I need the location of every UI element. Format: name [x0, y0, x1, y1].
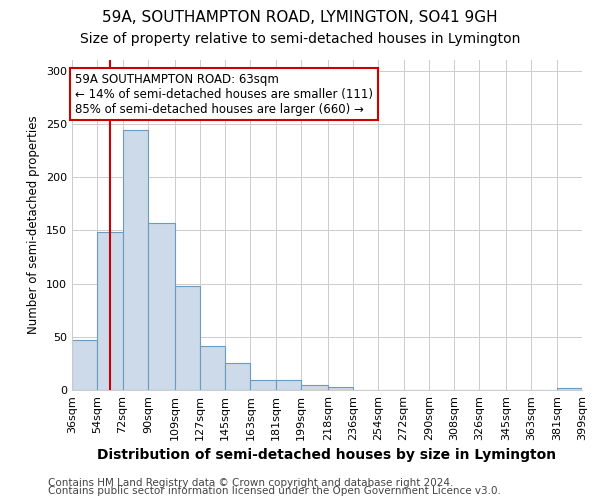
Bar	[175, 286, 200, 390]
Bar	[200, 346, 225, 390]
Y-axis label: Number of semi-detached properties: Number of semi-detached properties	[28, 116, 40, 334]
Text: 59A SOUTHAMPTON ROAD: 63sqm
← 14% of semi-detached houses are smaller (111)
85% : 59A SOUTHAMPTON ROAD: 63sqm ← 14% of sem…	[75, 73, 373, 116]
Text: Size of property relative to semi-detached houses in Lymington: Size of property relative to semi-detach…	[80, 32, 520, 46]
Bar	[122, 130, 148, 390]
Bar	[328, 387, 353, 390]
Bar	[276, 380, 301, 390]
Bar	[148, 223, 175, 390]
Bar	[557, 388, 582, 390]
Bar	[72, 340, 97, 390]
Bar	[225, 364, 250, 390]
X-axis label: Distribution of semi-detached houses by size in Lymington: Distribution of semi-detached houses by …	[97, 448, 557, 462]
Bar	[250, 380, 276, 390]
Bar	[301, 384, 328, 390]
Text: Contains HM Land Registry data © Crown copyright and database right 2024.: Contains HM Land Registry data © Crown c…	[48, 478, 454, 488]
Text: 59A, SOUTHAMPTON ROAD, LYMINGTON, SO41 9GH: 59A, SOUTHAMPTON ROAD, LYMINGTON, SO41 9…	[102, 10, 498, 25]
Text: Contains public sector information licensed under the Open Government Licence v3: Contains public sector information licen…	[48, 486, 501, 496]
Bar	[97, 232, 122, 390]
